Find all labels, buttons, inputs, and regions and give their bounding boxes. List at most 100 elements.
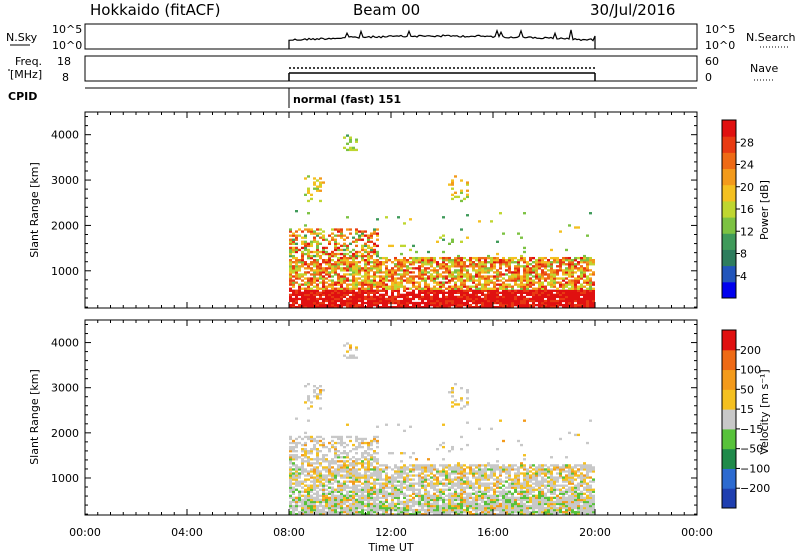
velocity-cell xyxy=(439,488,442,491)
velocity-cell xyxy=(502,484,505,487)
power-cell xyxy=(520,259,523,262)
velocity-cell xyxy=(433,464,436,467)
power-cell xyxy=(511,297,514,301)
power-cell xyxy=(340,285,343,288)
power-cell xyxy=(586,281,589,284)
power-cell xyxy=(346,301,349,305)
velocity-cell xyxy=(310,474,313,477)
velocity-cell xyxy=(544,468,547,471)
power-cell xyxy=(568,275,571,278)
velocity-cell xyxy=(292,510,295,514)
velocity-cell xyxy=(373,500,376,504)
velocity-cell xyxy=(307,488,310,491)
power-cell xyxy=(289,287,292,290)
velocity-cell xyxy=(376,492,379,495)
power-cell xyxy=(382,281,385,284)
velocity-cell xyxy=(319,397,322,400)
power-cell xyxy=(466,279,469,282)
power-cell xyxy=(451,265,454,268)
power-cell xyxy=(460,281,463,284)
velocity-cell xyxy=(352,354,355,357)
velocity-cell xyxy=(337,480,340,483)
power-cell xyxy=(592,293,595,297)
velocity-cell xyxy=(364,498,367,502)
velocity-cell xyxy=(463,502,466,506)
power-cell xyxy=(361,283,364,286)
power-cell xyxy=(403,271,406,274)
velocity-cell xyxy=(307,395,310,398)
velocity-cell xyxy=(538,512,541,516)
power-cell xyxy=(292,240,295,243)
velocity-cell xyxy=(523,502,526,506)
power-cell xyxy=(499,271,502,274)
velocity-cell xyxy=(325,488,328,491)
velocity-cell xyxy=(373,472,376,475)
velocity-cell xyxy=(538,480,541,483)
velocity-cell xyxy=(454,470,457,473)
velocity-cell xyxy=(556,472,559,475)
power-cell xyxy=(379,299,382,303)
power-cell xyxy=(469,259,472,262)
velocity-cell xyxy=(370,512,373,516)
power-cell xyxy=(541,273,544,276)
power-cell xyxy=(421,275,424,278)
velocity-cell xyxy=(328,510,331,514)
velocity-cell xyxy=(370,496,373,500)
power-cell xyxy=(295,301,298,305)
power-cell xyxy=(544,277,547,280)
velocity-cell xyxy=(397,492,400,495)
power-cell xyxy=(574,226,577,229)
velocity-cell xyxy=(403,496,406,500)
power-cell xyxy=(295,230,298,233)
velocity-cell xyxy=(301,506,304,510)
velocity-cell xyxy=(514,486,517,489)
velocity-cell xyxy=(508,486,511,489)
velocity-cell xyxy=(586,494,589,498)
velocity-cell xyxy=(343,496,346,500)
power-cell xyxy=(367,263,370,266)
power-cell xyxy=(475,299,478,303)
velocity-cell xyxy=(529,512,532,516)
power-cell xyxy=(433,301,436,305)
power-cell xyxy=(394,295,397,299)
power-cell xyxy=(508,265,511,268)
power-cell xyxy=(310,305,313,309)
velocity-cell xyxy=(310,496,313,500)
velocity-cell xyxy=(370,492,373,495)
velocity-cell xyxy=(553,476,556,479)
velocity-cell xyxy=(328,441,331,445)
power-cell xyxy=(475,297,478,301)
velocity-cell xyxy=(316,484,319,487)
power-cell xyxy=(373,297,376,301)
velocity-cell xyxy=(295,480,298,483)
velocity-cell xyxy=(313,389,316,392)
power-cell xyxy=(502,289,505,292)
velocity-cell xyxy=(349,490,352,493)
velocity-cell xyxy=(484,472,487,475)
velocity-cell xyxy=(346,476,349,479)
velocity-cell xyxy=(424,480,427,483)
velocity-cell xyxy=(523,510,526,514)
velocity-cell xyxy=(430,496,433,500)
velocity-cell xyxy=(355,500,358,504)
velocity-cell xyxy=(400,506,403,510)
power-cell xyxy=(496,252,499,256)
power-cell xyxy=(505,303,508,307)
velocity-cell xyxy=(370,474,373,477)
velocity-cell xyxy=(370,486,373,489)
power-cell xyxy=(457,303,460,307)
velocity-cell xyxy=(316,460,319,463)
power-cell xyxy=(442,291,445,295)
power-cell xyxy=(580,273,583,276)
velocity-cell xyxy=(457,492,460,495)
velocity-cell xyxy=(346,490,349,493)
velocity-cell xyxy=(532,468,535,471)
velocity-cell xyxy=(349,498,352,502)
power-cell xyxy=(418,295,421,299)
power-cell xyxy=(565,291,568,295)
velocity-cell xyxy=(565,510,568,514)
power-cell xyxy=(361,259,364,262)
velocity-cell xyxy=(301,502,304,506)
power-cell xyxy=(556,265,559,268)
velocity-cell xyxy=(319,389,322,392)
